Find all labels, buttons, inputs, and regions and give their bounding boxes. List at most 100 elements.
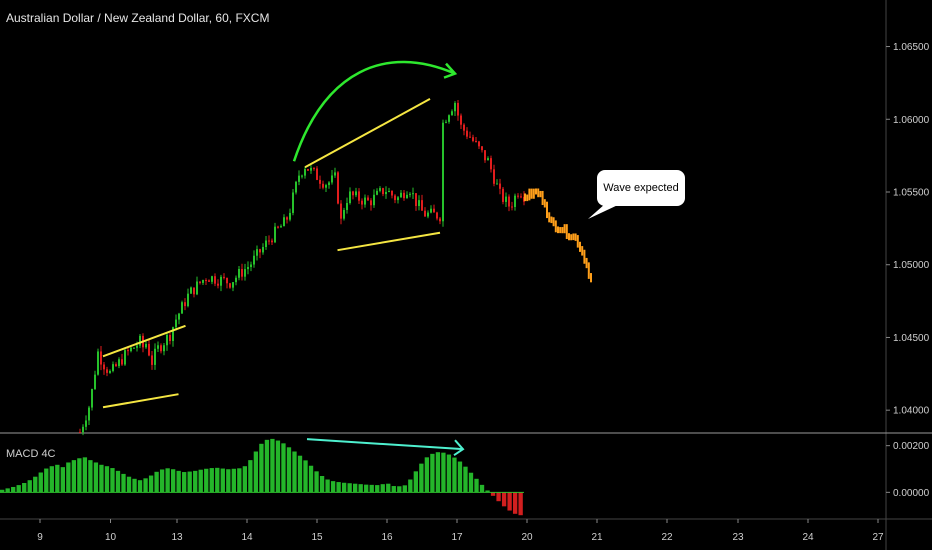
candle-body <box>379 188 381 191</box>
macd-bar <box>148 475 154 493</box>
macd-bar <box>325 479 330 493</box>
candle-body <box>259 249 261 253</box>
candle-body <box>136 345 138 348</box>
candle-body <box>280 226 282 228</box>
forecast-bar <box>526 194 529 202</box>
candle-body <box>334 172 336 176</box>
macd-bar <box>353 483 358 493</box>
forecast-bar <box>579 241 581 252</box>
macd-bar <box>452 457 457 493</box>
forecast-bar <box>576 235 579 248</box>
macd-bar <box>209 468 214 493</box>
macd-bar <box>193 470 198 493</box>
divergence-line <box>306 438 464 451</box>
candle-body <box>139 335 141 346</box>
forecast-bar <box>568 233 570 241</box>
candle-body <box>103 364 105 370</box>
price-tick-label: 1.06000 <box>893 115 930 126</box>
candle-body <box>229 283 231 288</box>
macd-bar <box>115 470 121 493</box>
candle-body <box>445 121 447 123</box>
candle-body <box>256 249 258 256</box>
macd-tick-label: 0.00000 <box>893 488 930 499</box>
wave-expected-callout: Wave expected <box>597 170 685 206</box>
forecast-bar <box>546 201 548 219</box>
candle-body <box>196 281 198 295</box>
price-candles <box>79 99 525 436</box>
candle-body <box>388 190 390 192</box>
candle-body <box>367 197 369 201</box>
candle-body <box>340 203 342 219</box>
candle-body <box>349 191 351 204</box>
macd-bar <box>137 480 143 493</box>
candle-body <box>178 313 180 320</box>
candle-body <box>127 350 129 352</box>
macd-bar <box>154 471 159 493</box>
candle-body <box>400 192 402 198</box>
macd-bar <box>204 468 209 493</box>
candle-body <box>124 350 126 365</box>
macd-bar <box>220 468 225 493</box>
price-tick-label: 1.04500 <box>893 333 930 344</box>
macd-bar <box>457 461 463 493</box>
macd-bar <box>170 469 176 493</box>
macd-bar <box>397 486 402 493</box>
forecast-bar <box>563 224 566 234</box>
forecast-bar <box>535 188 537 195</box>
macd-bar <box>435 452 441 493</box>
candle-body <box>292 192 294 213</box>
macd-bar <box>88 460 93 493</box>
time-tick-label: 21 <box>591 532 603 543</box>
candle-body <box>490 158 492 170</box>
candle-body <box>319 179 321 184</box>
candle-body <box>439 218 441 222</box>
macd-bar <box>501 492 507 507</box>
macd-bar <box>286 447 292 493</box>
macd-bar <box>512 492 518 514</box>
forecast-bar <box>554 220 557 233</box>
trend-line <box>102 324 186 358</box>
candle-body <box>328 182 330 186</box>
macd-bar <box>292 451 297 493</box>
candle-body <box>463 124 465 131</box>
macd-bar <box>358 484 363 493</box>
candle-body <box>193 287 195 295</box>
time-tick-label: 15 <box>311 532 323 543</box>
candle-body <box>421 200 423 211</box>
candle-body <box>244 269 246 277</box>
macd-bar <box>99 464 104 493</box>
macd-bar <box>341 482 347 493</box>
candle-body <box>466 130 468 137</box>
candle-body <box>277 226 279 228</box>
candle-body <box>508 196 510 207</box>
forecast-path <box>524 188 592 283</box>
macd-bar <box>264 439 270 493</box>
forecast-bar <box>548 212 551 223</box>
candle-body <box>169 334 171 341</box>
candle-body <box>373 194 375 206</box>
candle-body <box>499 183 501 189</box>
candle-body <box>133 347 135 349</box>
forecast-bar <box>583 249 586 264</box>
candle-body <box>211 276 213 282</box>
forecast-bar <box>587 262 590 279</box>
macd-bar <box>275 440 281 493</box>
macd-bar <box>463 466 468 493</box>
macd-bar <box>479 484 485 493</box>
candle-body <box>283 217 285 227</box>
macd-bar <box>33 476 38 493</box>
forecast-bar <box>565 224 568 239</box>
macd-bar <box>60 467 65 493</box>
macd-bar <box>402 485 407 493</box>
candle-body <box>154 348 156 365</box>
candle-body <box>520 196 522 198</box>
candle-body <box>451 111 453 116</box>
candle-body <box>397 197 399 201</box>
candle-body <box>511 206 513 208</box>
macd-bar <box>77 458 82 493</box>
candle-body <box>121 359 123 365</box>
macd-bar <box>430 453 435 493</box>
candle-body <box>238 269 240 278</box>
macd-bar <box>27 480 32 493</box>
